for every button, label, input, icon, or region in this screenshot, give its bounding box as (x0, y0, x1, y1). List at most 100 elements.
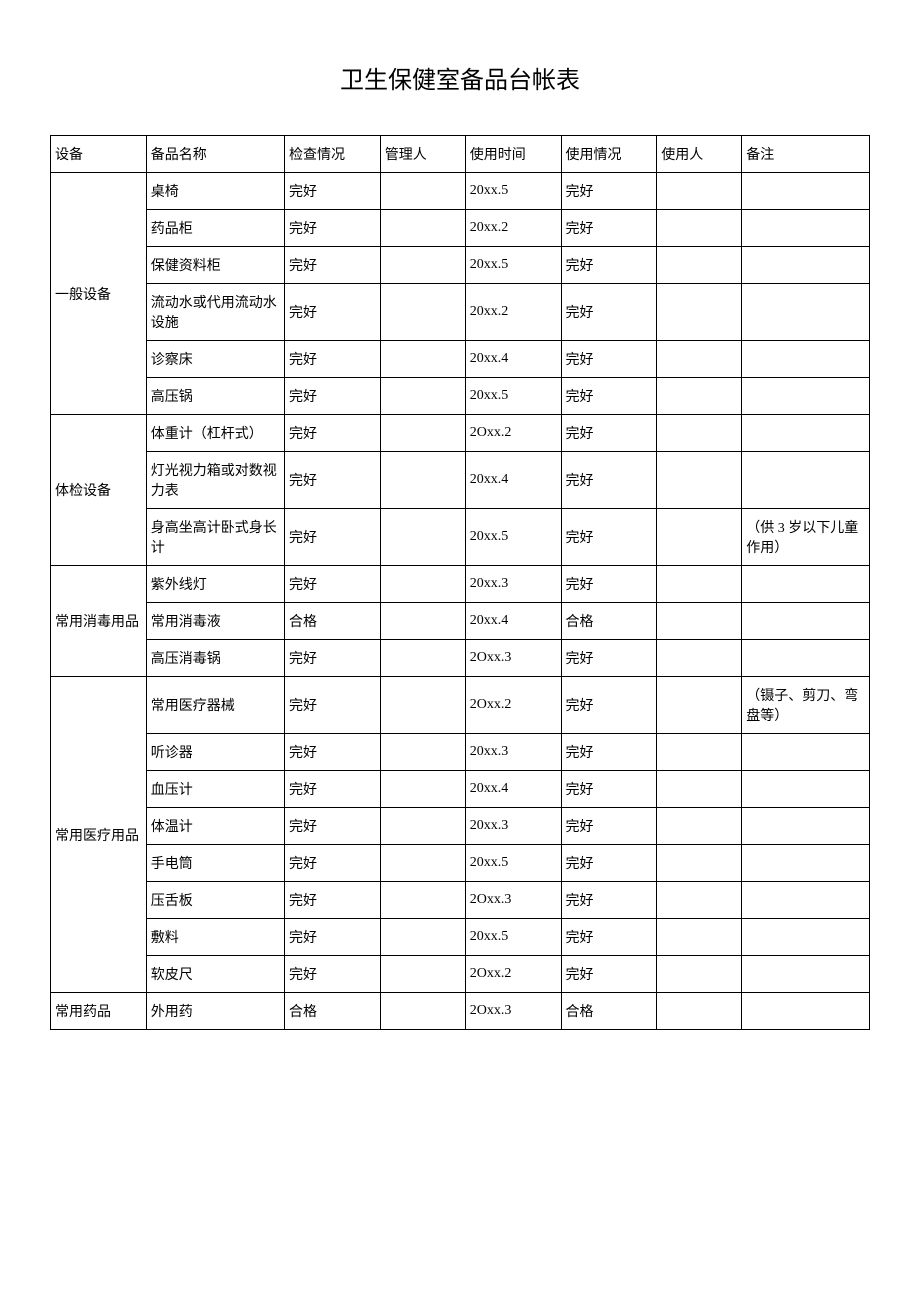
manager-cell (380, 247, 465, 284)
usage-cell: 完好 (561, 919, 657, 956)
note-cell (742, 919, 870, 956)
usage-cell: 完好 (561, 845, 657, 882)
table-row: 灯光视力箱或对数视力表完好20xx.4完好 (51, 452, 870, 509)
usage-cell: 完好 (561, 808, 657, 845)
name-cell: 听诊器 (146, 734, 284, 771)
usage-cell: 完好 (561, 771, 657, 808)
note-cell (742, 247, 870, 284)
usage-cell: 完好 (561, 452, 657, 509)
manager-cell (380, 603, 465, 640)
check-cell: 合格 (284, 993, 380, 1030)
check-cell: 完好 (284, 378, 380, 415)
name-cell: 灯光视力箱或对数视力表 (146, 452, 284, 509)
time-cell: 20xx.5 (465, 509, 561, 566)
name-cell: 高压锅 (146, 378, 284, 415)
check-cell: 完好 (284, 808, 380, 845)
time-cell: 20xx.5 (465, 173, 561, 210)
usage-cell: 完好 (561, 284, 657, 341)
name-cell: 软皮尺 (146, 956, 284, 993)
usage-cell: 完好 (561, 247, 657, 284)
name-cell: 桌椅 (146, 173, 284, 210)
name-cell: 药品柜 (146, 210, 284, 247)
category-cell: 常用药品 (51, 993, 147, 1030)
note-cell: （供 3 岁以下儿童作用） (742, 509, 870, 566)
check-cell: 完好 (284, 173, 380, 210)
check-cell: 完好 (284, 845, 380, 882)
table-row: 常用消毒用品紫外线灯完好20xx.3完好 (51, 566, 870, 603)
column-header: 检查情况 (284, 136, 380, 173)
name-cell: 流动水或代用流动水设施 (146, 284, 284, 341)
check-cell: 完好 (284, 771, 380, 808)
table-row: 诊察床完好20xx.4完好 (51, 341, 870, 378)
manager-cell (380, 173, 465, 210)
check-cell: 完好 (284, 882, 380, 919)
usage-cell: 完好 (561, 640, 657, 677)
user-cell (657, 284, 742, 341)
check-cell: 完好 (284, 640, 380, 677)
user-cell (657, 640, 742, 677)
user-cell (657, 210, 742, 247)
usage-cell: 完好 (561, 882, 657, 919)
category-cell: 常用消毒用品 (51, 566, 147, 677)
time-cell: 20xx.4 (465, 603, 561, 640)
time-cell: 2Oxx.2 (465, 677, 561, 734)
note-cell (742, 415, 870, 452)
note-cell: （镊子、剪刀、弯盘等） (742, 677, 870, 734)
user-cell (657, 919, 742, 956)
name-cell: 紫外线灯 (146, 566, 284, 603)
note-cell (742, 603, 870, 640)
check-cell: 完好 (284, 415, 380, 452)
name-cell: 敷料 (146, 919, 284, 956)
usage-cell: 完好 (561, 734, 657, 771)
time-cell: 20xx.5 (465, 378, 561, 415)
note-cell (742, 771, 870, 808)
time-cell: 20xx.4 (465, 341, 561, 378)
table-row: 身高坐高计卧式身长计完好20xx.5完好（供 3 岁以下儿童作用） (51, 509, 870, 566)
time-cell: 20xx.3 (465, 808, 561, 845)
manager-cell (380, 919, 465, 956)
check-cell: 完好 (284, 210, 380, 247)
user-cell (657, 378, 742, 415)
user-cell (657, 882, 742, 919)
table-row: 常用医疗用品常用医疗器械完好2Oxx.2完好（镊子、剪刀、弯盘等） (51, 677, 870, 734)
usage-cell: 完好 (561, 341, 657, 378)
note-cell (742, 210, 870, 247)
check-cell: 完好 (284, 341, 380, 378)
manager-cell (380, 378, 465, 415)
name-cell: 血压计 (146, 771, 284, 808)
usage-cell: 完好 (561, 378, 657, 415)
time-cell: 20xx.5 (465, 919, 561, 956)
table-row: 流动水或代用流动水设施完好20xx.2完好 (51, 284, 870, 341)
name-cell: 体温计 (146, 808, 284, 845)
name-cell: 常用医疗器械 (146, 677, 284, 734)
check-cell: 合格 (284, 603, 380, 640)
user-cell (657, 247, 742, 284)
table-row: 保健资料柜完好20xx.5完好 (51, 247, 870, 284)
check-cell: 完好 (284, 284, 380, 341)
note-cell (742, 452, 870, 509)
user-cell (657, 956, 742, 993)
category-cell: 一般设备 (51, 173, 147, 415)
usage-cell: 完好 (561, 677, 657, 734)
user-cell (657, 808, 742, 845)
note-cell (742, 341, 870, 378)
manager-cell (380, 845, 465, 882)
user-cell (657, 415, 742, 452)
column-header: 使用人 (657, 136, 742, 173)
user-cell (657, 993, 742, 1030)
table-row: 高压消毒锅完好2Oxx.3完好 (51, 640, 870, 677)
usage-cell: 完好 (561, 509, 657, 566)
manager-cell (380, 771, 465, 808)
user-cell (657, 566, 742, 603)
table-row: 常用消毒液合格20xx.4合格 (51, 603, 870, 640)
check-cell: 完好 (284, 919, 380, 956)
time-cell: 2Oxx.2 (465, 415, 561, 452)
usage-cell: 完好 (561, 415, 657, 452)
table-row: 药品柜完好20xx.2完好 (51, 210, 870, 247)
manager-cell (380, 284, 465, 341)
name-cell: 压舌板 (146, 882, 284, 919)
check-cell: 完好 (284, 452, 380, 509)
note-cell (742, 378, 870, 415)
usage-cell: 完好 (561, 173, 657, 210)
table-header-row: 设备备品名称检查情况管理人使用时间使用情况使用人备注 (51, 136, 870, 173)
